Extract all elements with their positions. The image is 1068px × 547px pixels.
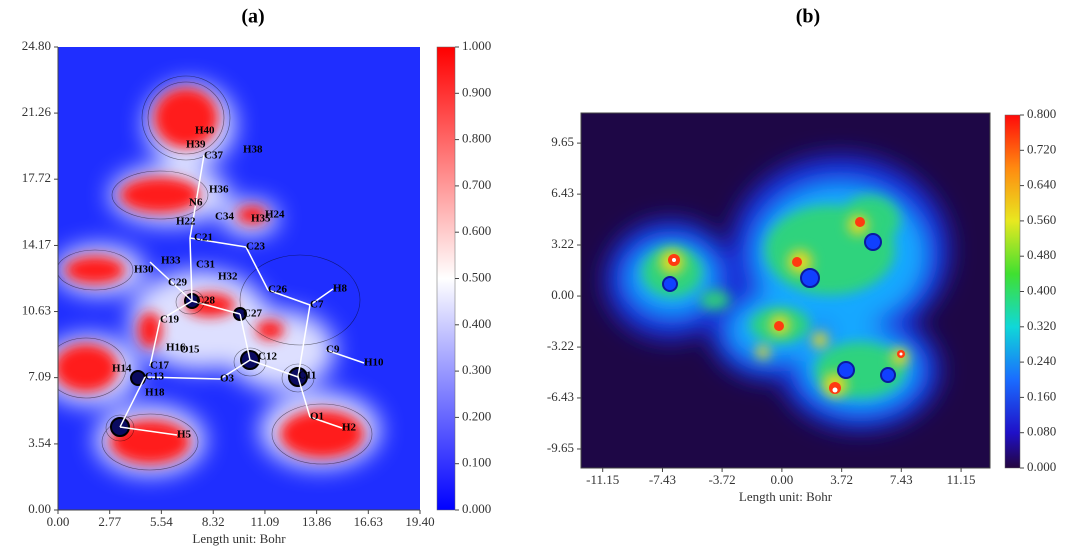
y-tick-label: 24.80 (22, 38, 51, 53)
y-tick-label: 3.22 (551, 236, 574, 251)
atom-label: C29 (168, 277, 187, 289)
colorbar-tick-label: 0.320 (1027, 318, 1056, 333)
atom-label: C23 (246, 241, 265, 253)
colorbar-tick-label: 0.640 (1027, 177, 1056, 192)
atom-label: H8 (333, 283, 348, 295)
atom-label: C34 (215, 211, 234, 223)
x-tick-label: 3.72 (830, 472, 853, 487)
y-tick-label: -6.43 (547, 389, 574, 404)
y-tick-label: 0.00 (551, 287, 574, 302)
y-tick-label: 0.00 (28, 501, 51, 516)
colorbar-tick-label: 0.600 (462, 223, 491, 238)
colorbar-tick-label: 0.800 (462, 131, 491, 146)
x-tick-label: -7.43 (649, 472, 676, 487)
colorbar-tick-label: 0.160 (1027, 388, 1056, 403)
atom-label: C9 (326, 344, 340, 356)
atom-label: H2 (342, 422, 357, 434)
atom-label: C31 (196, 259, 215, 271)
x-tick-label: 0.00 (47, 514, 70, 529)
x-tick-label: 11.15 (947, 472, 976, 487)
colorbar-tick-label: 0.400 (1027, 282, 1056, 297)
chart-title: (a) (241, 6, 264, 28)
colorbar-tick-label: 0.720 (1027, 141, 1056, 156)
x-tick-label: 11.09 (251, 514, 280, 529)
colorbar-tick-label: 0.200 (462, 408, 491, 423)
atom-label: N6 (189, 197, 203, 209)
colorbar-tick-label: 0.400 (462, 316, 491, 331)
atom-label: C21 (194, 232, 213, 244)
y-tick-label: 10.63 (22, 303, 51, 318)
atom-label: H30 (134, 264, 154, 276)
field-b (581, 113, 990, 468)
atom-label: H32 (218, 271, 238, 283)
y-tick-label: 17.72 (22, 170, 51, 185)
atom-label: C13 (145, 371, 164, 383)
x-axis-label: Length unit: Bohr (739, 489, 833, 504)
colorbar-tick-label: 0.000 (1027, 459, 1056, 474)
x-tick-label: 13.86 (302, 514, 332, 529)
x-tick-label: 16.63 (354, 514, 383, 529)
colorbar-tick-label: 0.700 (462, 177, 491, 192)
atom-label: C37 (204, 150, 223, 162)
y-tick-label: 3.54 (28, 435, 51, 450)
y-tick-label: 14.17 (22, 236, 52, 251)
y-tick-label: 21.26 (22, 104, 52, 119)
atom-label: O1 (310, 411, 324, 423)
colorbar-tick-label: 0.240 (1027, 353, 1056, 368)
atom-label: C11 (298, 370, 316, 382)
y-tick-label: -3.22 (547, 338, 574, 353)
colorbar-tick-label: 0.500 (462, 269, 491, 284)
colorbar-tick-label: 0.100 (462, 455, 491, 470)
y-tick-label: 6.43 (551, 185, 574, 200)
y-tick-label: 7.09 (28, 369, 51, 384)
colorbar-tick-label: 0.000 (462, 501, 491, 516)
atom-label: H18 (145, 387, 165, 399)
x-tick-label: 2.77 (98, 514, 121, 529)
colorbar-tick-label: 0.080 (1027, 424, 1056, 439)
colorbar-tick-label: 0.480 (1027, 247, 1056, 262)
colorbar-tick-label: 0.300 (462, 362, 491, 377)
colorbar-tick-label: 1.000 (462, 38, 491, 53)
colorbar-tick-label: 0.800 (1027, 106, 1056, 121)
atom-label: H36 (209, 184, 229, 196)
atom-label: H40 (195, 125, 215, 137)
atom-label: O3 (220, 373, 235, 385)
x-tick-label: 7.43 (890, 472, 913, 487)
atom-label: H22 (176, 216, 196, 228)
atom-label: H38 (243, 144, 263, 156)
x-tick-label: 0.00 (771, 472, 794, 487)
y-tick-label: -9.65 (547, 440, 574, 455)
colorbar (437, 47, 455, 510)
atom-label: H33 (161, 255, 181, 267)
atom-label: H10 (364, 357, 384, 369)
chart-title: (b) (796, 6, 820, 28)
atom-label: H24 (265, 209, 285, 221)
x-tick-label: -11.15 (586, 472, 619, 487)
x-tick-label: 5.54 (150, 514, 173, 529)
atom-label: C28 (196, 295, 215, 307)
atom-label: C12 (258, 351, 277, 363)
atom-label: O15 (180, 344, 200, 356)
colorbar (1005, 115, 1020, 468)
colorbar-tick-label: 0.560 (1027, 212, 1056, 227)
x-tick-label: 8.32 (202, 514, 225, 529)
x-axis-label: Length unit: Bohr (192, 531, 286, 546)
atom-label: C19 (160, 314, 179, 326)
x-tick-label: -3.72 (709, 472, 736, 487)
colorbar-tick-label: 0.900 (462, 84, 491, 99)
atom-label: C7 (310, 299, 324, 311)
atom-label: H5 (177, 429, 192, 441)
figure: H40 H39 C37 H38 H36 N6 C34 H22 H35 H24 C… (0, 0, 1068, 547)
atom-label: H14 (112, 363, 132, 375)
y-tick-label: 9.65 (551, 134, 574, 149)
atom-label: C27 (243, 308, 262, 320)
x-tick-label: 19.40 (405, 514, 434, 529)
atom-label: C26 (268, 284, 287, 296)
